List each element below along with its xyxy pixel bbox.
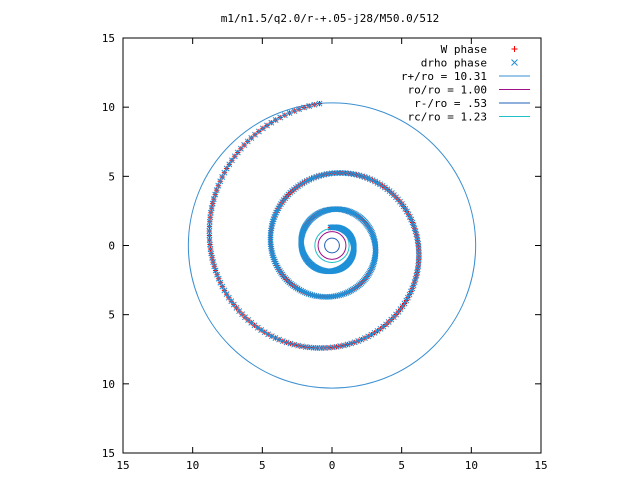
legend-label: rc/ro = 1.23: [408, 111, 487, 124]
spiral-points: [206, 100, 422, 351]
legend-marker-cross: [511, 59, 518, 66]
x-tick-label: 10: [465, 459, 478, 472]
y-tick-label: 5: [108, 170, 115, 183]
x-tick-label: 5: [259, 459, 266, 472]
legend-label: r-/ro = .53: [414, 97, 487, 110]
y-tick-label: 0: [108, 240, 115, 253]
spiral-points: [206, 101, 422, 351]
circle-ro: [317, 231, 347, 260]
circle-layer: [187, 102, 477, 389]
legend-label: r+/ro = 10.31: [401, 70, 487, 83]
y-tick-label: 5: [108, 309, 115, 322]
series-w-phase: [206, 101, 422, 351]
circle-r-: [324, 237, 340, 254]
legend-label: drho phase: [421, 57, 487, 70]
x-tick-label: 5: [398, 459, 405, 472]
circle-r-: [187, 102, 477, 389]
y-tick-label: 15: [102, 447, 115, 460]
y-tick-label: 15: [102, 32, 115, 45]
y-tick-label: 10: [102, 101, 115, 114]
x-tick-label: 15: [534, 459, 547, 472]
x-tick-label: 10: [186, 459, 199, 472]
series-drho-phase: [206, 100, 422, 351]
x-tick-label: 15: [116, 459, 129, 472]
chart-title: m1/n1.5/q2.0/r-+.05-j28/M50.0/512: [221, 12, 440, 25]
legend-marker-plus: [511, 46, 518, 52]
points-layer: [206, 100, 422, 351]
legend-label: W phase: [441, 43, 487, 56]
legend-label: ro/ro = 1.00: [408, 84, 487, 97]
x-tick-label: 0: [329, 459, 336, 472]
y-tick-label: 10: [102, 378, 115, 391]
